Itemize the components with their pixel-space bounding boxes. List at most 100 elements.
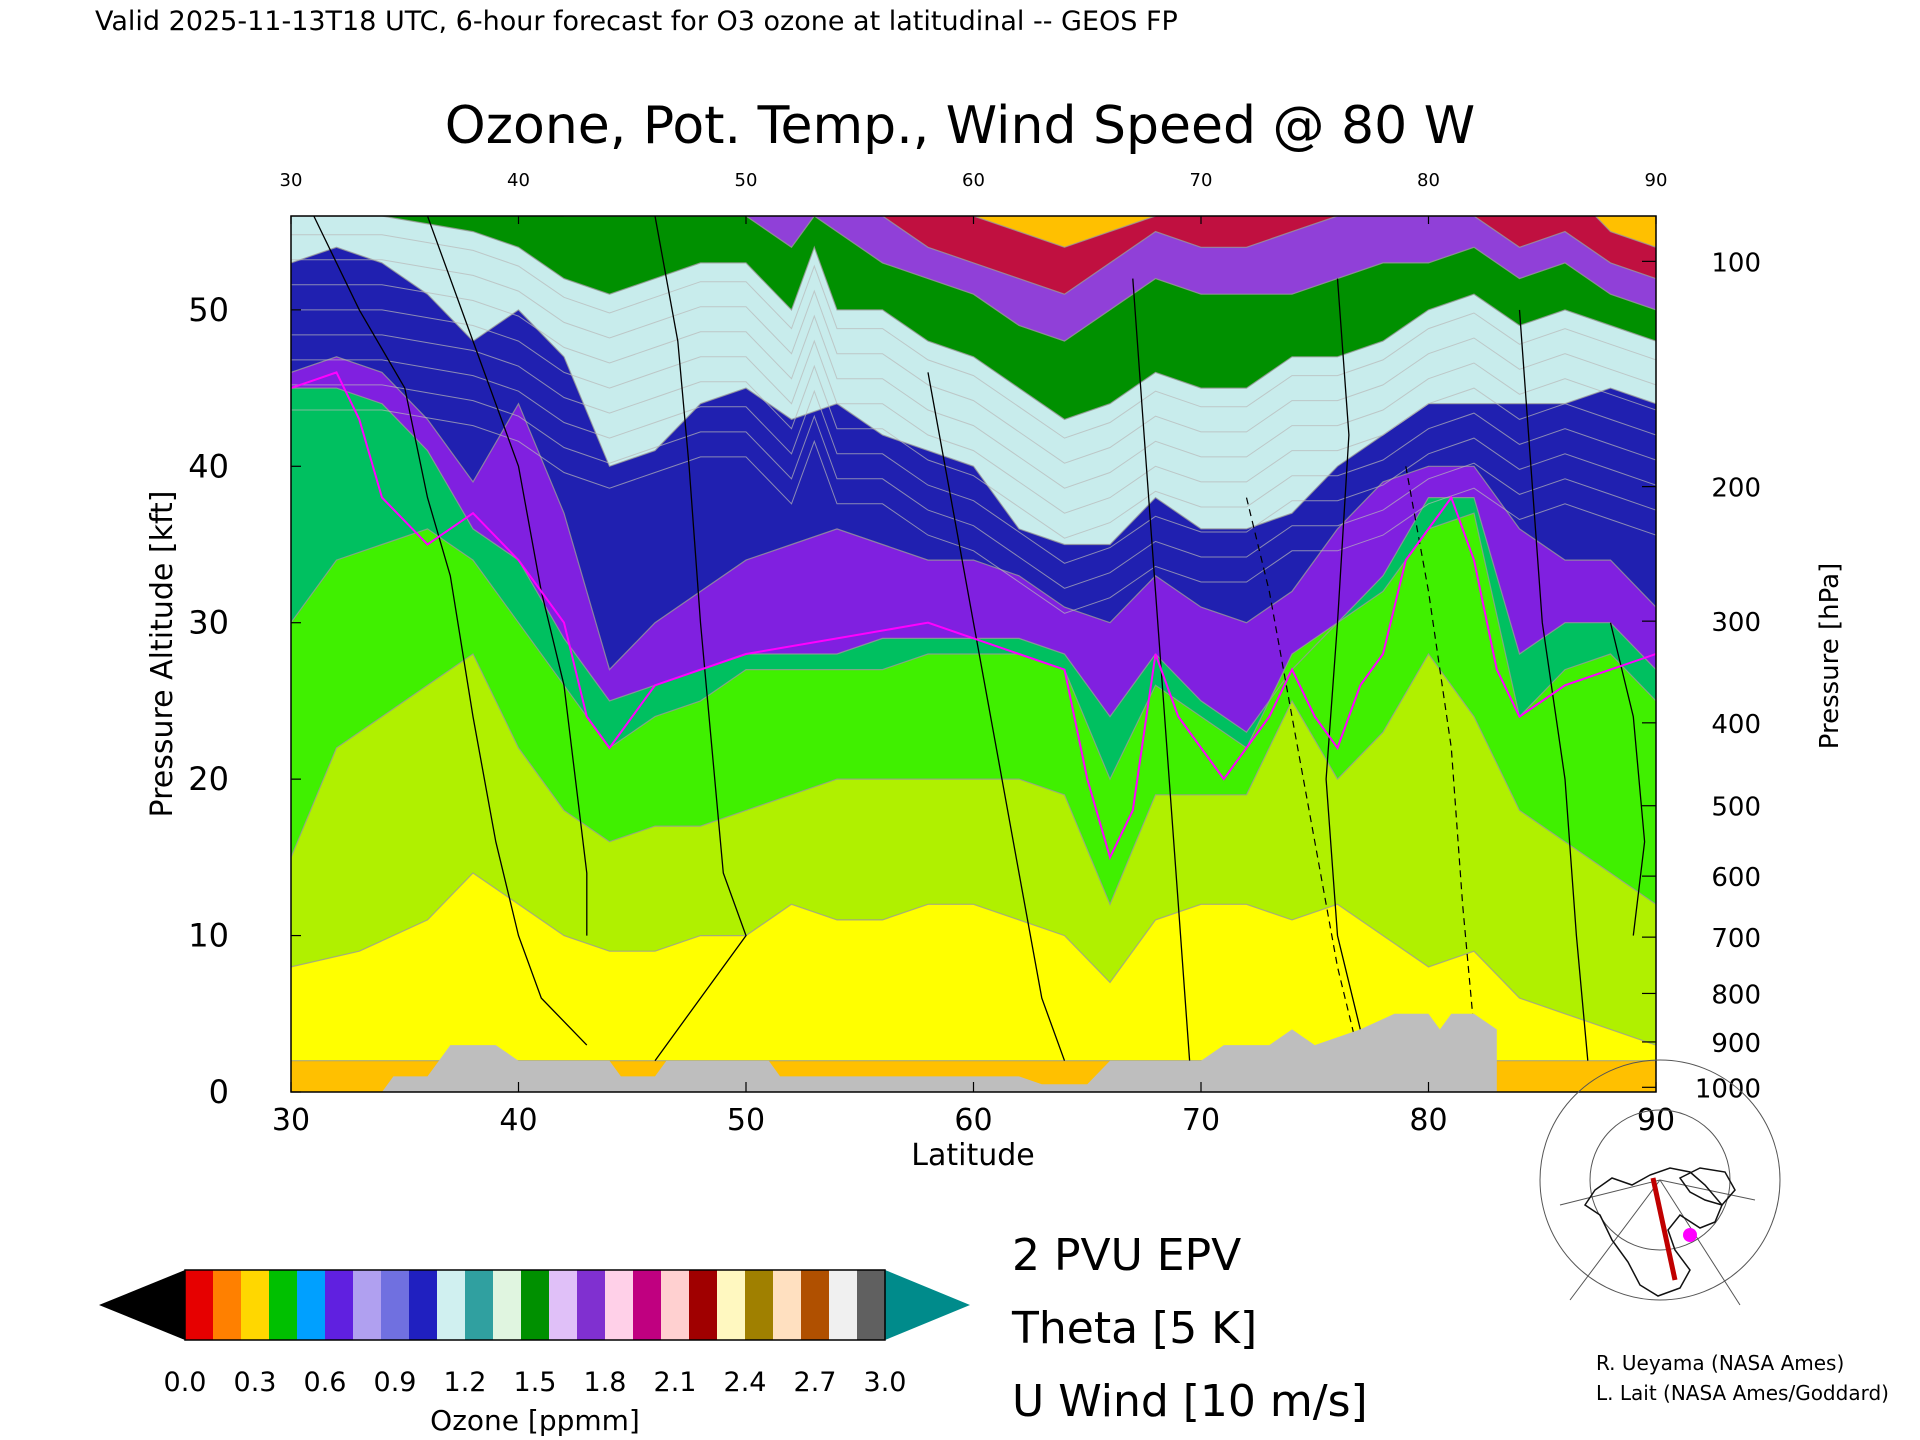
theta-contour-upper-3 (291, 309, 1656, 514)
y-axis-label-left: Pressure Altitude [kft] (145, 491, 180, 818)
pressure-tick-label: 100 (1711, 248, 1761, 278)
colorbar-swatch (801, 1270, 830, 1340)
x-tick-label: 80 (1409, 1103, 1447, 1138)
colorbar-tick-label: 0.3 (234, 1367, 277, 1398)
pressure-tick-label: 400 (1711, 710, 1761, 740)
map-coastlines (1583, 1167, 1723, 1297)
x-tick-label: 40 (499, 1103, 537, 1138)
y-tick-label: 50 (188, 291, 229, 329)
map-point-marker (1683, 1228, 1697, 1242)
colorbar-tick-label: 2.7 (794, 1367, 837, 1398)
theta-contour-upper-2 (291, 284, 1656, 489)
pressure-tick-label: 600 (1711, 863, 1761, 893)
pressure-tick-label: 300 (1711, 608, 1761, 638)
epv-2pvu-line (291, 371, 1656, 861)
colorbar-swatch (857, 1270, 886, 1340)
colorbar-swatch (661, 1270, 690, 1340)
colorbar-swatch (689, 1270, 718, 1340)
u-wind-easterly-0 (1245, 497, 1361, 1061)
x-tick-label: 30 (272, 1103, 310, 1138)
theta-contour-upper-4 (291, 334, 1656, 539)
map-polar-circle-outer (1539, 1059, 1781, 1301)
colorbar-tick-label: 1.5 (514, 1367, 557, 1398)
colorbar-label: Ozone [ppmm] (430, 1404, 640, 1437)
colorbar-swatch (297, 1270, 326, 1340)
colorbar-swatch (829, 1270, 858, 1340)
y-tick-label: 30 (188, 604, 229, 642)
y-tick-label: 20 (188, 760, 229, 798)
theta-contour-upper-0 (291, 234, 1656, 439)
top-tick-label: 30 (280, 170, 303, 191)
credit-line-1: R. Ueyama (NASA Ames) (1596, 1351, 1844, 1375)
colorbar-tick-label: 3.0 (864, 1367, 907, 1398)
colorbar-swatch (241, 1270, 270, 1340)
theta-contour-2 (291, 652, 1656, 906)
pressure-tick-label: 1000 (1695, 1074, 1761, 1104)
theta-contour-upper-7 (291, 409, 1656, 614)
y-tick-label: 40 (188, 447, 229, 485)
u-wind-contour-3 (927, 372, 1066, 1061)
colorbar-tick-label: 0.6 (304, 1367, 347, 1398)
legend-u-wind: U Wind [10 m/s] (1012, 1376, 1368, 1427)
colorbar-swatch (633, 1270, 662, 1340)
x-axis-label: Latitude (911, 1138, 1034, 1173)
x-tick-label: 50 (727, 1103, 765, 1138)
colorbar-tick-label: 0.9 (374, 1367, 417, 1398)
colorbar-swatch (381, 1270, 410, 1340)
colorbar-swatch (773, 1270, 802, 1340)
top-tick-label: 70 (1190, 170, 1213, 191)
colorbar-swatch (269, 1270, 298, 1340)
colorbar-swatch (549, 1270, 578, 1340)
x-tick-label: 90 (1637, 1103, 1675, 1138)
colorbar-swatches (185, 1270, 886, 1340)
top-tick-label: 40 (507, 170, 530, 191)
colorbar-swatch (717, 1270, 746, 1340)
top-tick-label: 80 (1417, 170, 1440, 191)
chart-title: Ozone, Pot. Temp., Wind Speed @ 80 W (445, 96, 1475, 156)
map-meridian-4 (1659, 1179, 1756, 1201)
pressure-tick-label: 900 (1711, 1029, 1761, 1059)
colorbar-swatch (185, 1270, 214, 1340)
pressure-tick-label: 800 (1711, 980, 1761, 1010)
u-wind-contour-6 (1518, 309, 1589, 1061)
y-tick-label: 10 (188, 917, 229, 955)
u-wind-contour-5 (1325, 278, 1361, 1030)
top-tick-label: 90 (1645, 170, 1668, 191)
theta-contour-upper-6 (291, 384, 1656, 589)
credit-line-2: L. Lait (NASA Ames/Goddard) (1596, 1381, 1889, 1405)
colorbar-swatch (577, 1270, 606, 1340)
colorbar-tick-labels: 0.0 0.3 0.6 0.9 1.2 1.5 1.8 2.1 2.4 2.7 3.0 (164, 1367, 907, 1398)
colorbar-swatch (493, 1270, 522, 1340)
u-wind-contour-7 (1609, 622, 1646, 936)
y-tick-label: 0 (209, 1073, 229, 1111)
colorbar-swatch (213, 1270, 242, 1340)
x-tick-label: 60 (954, 1103, 992, 1138)
theta-contour-5 (291, 356, 1656, 671)
map-meridian-1 (1569, 1179, 1661, 1301)
colorbar: 0.0 0.3 0.6 0.9 1.2 1.5 1.8 2.1 2.4 2.7 3.0 Ozone … (99, 1269, 970, 1437)
x-tick-label: 70 (1182, 1103, 1220, 1138)
pressure-tick-label: 700 (1711, 924, 1761, 954)
valid-time-header: Valid 2025-11-13T18 UTC, 6-hour forecast… (95, 6, 1178, 37)
u-wind-contour-2 (654, 216, 747, 1062)
colorbar-swatch (465, 1270, 494, 1340)
plot-area (291, 216, 1656, 1092)
colorbar-swatch (409, 1270, 438, 1340)
ozone-band-1 (291, 873, 1656, 1092)
colorbar-swatch (353, 1270, 382, 1340)
legend: 2 PVU EPV Theta [5 K] U Wind [10 m/s] (1011, 1230, 1368, 1427)
top-tick-label: 60 (962, 170, 985, 191)
colorbar-tick-label: 1.8 (584, 1367, 627, 1398)
theta-contour-7 (291, 216, 1656, 421)
ozone-bands (291, 216, 1656, 1092)
pressure-tick-label: 500 (1711, 793, 1761, 823)
colorbar-tick-label: 2.4 (724, 1367, 767, 1398)
terrain (291, 1013, 1656, 1092)
y-axis-label-right: Pressure [hPa] (1815, 563, 1845, 750)
u-wind-easterly-1 (1405, 466, 1475, 1030)
colorbar-under-arrow (99, 1270, 185, 1340)
theta-contour-1 (291, 872, 1656, 1046)
theta-contour-upper-5 (291, 359, 1656, 564)
